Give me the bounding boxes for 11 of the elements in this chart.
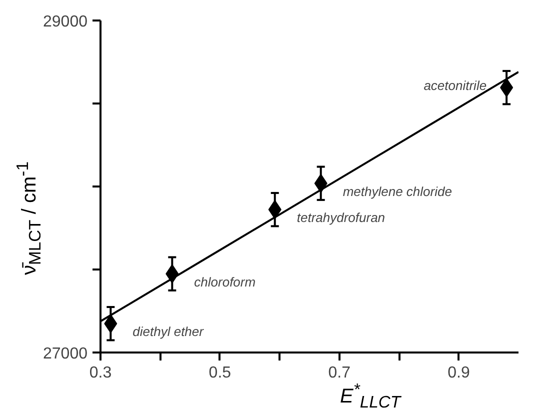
annotation: acetonitrile [424,78,487,94]
x-tick-label: 0.9 [448,364,470,382]
annotation: diethyl ether [132,324,204,340]
x-tick-label: 0.5 [208,364,232,382]
y-tick-label: 29000 [43,14,88,30]
x-tick-label: 0.3 [89,364,112,382]
annotation: tetrahydrofuran [296,210,386,226]
annotation: chloroform [194,274,256,290]
y-tick-label: 27000 [43,346,88,362]
x-tick-label: 0.7 [328,364,351,382]
annotation: methylene chloride [342,184,452,199]
